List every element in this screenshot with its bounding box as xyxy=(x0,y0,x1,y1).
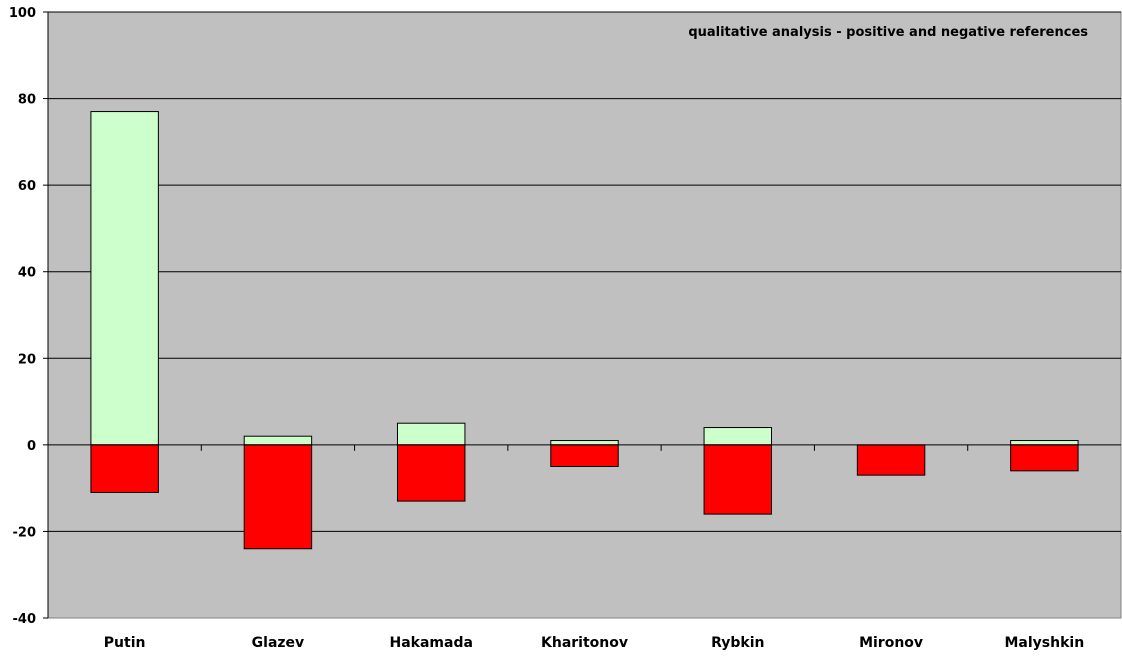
y-tick-label: 100 xyxy=(9,6,36,21)
y-tick-label: 40 xyxy=(18,266,36,281)
y-tick-label: 80 xyxy=(18,93,36,108)
y-tick-label: 60 xyxy=(18,179,36,194)
negative-bar xyxy=(703,444,773,515)
y-tick-label: 0 xyxy=(27,439,36,454)
negative-bar xyxy=(396,444,466,502)
negative-bar xyxy=(90,444,159,493)
positive-bar xyxy=(703,427,773,446)
x-tick-label: Malyshkin xyxy=(1005,635,1085,651)
x-tick-label: Mironov xyxy=(859,635,923,651)
chart-title: qualitative analysis - positive and nega… xyxy=(688,25,1088,40)
x-tick-label: Kharitonov xyxy=(541,635,628,651)
negative-bar xyxy=(1010,444,1079,472)
x-tick-label: Putin xyxy=(104,635,146,651)
axes: -40 -20 0 20 40 60 80 100 Putin Glazev Hakamada Kha… xyxy=(9,6,1121,651)
positive-bar xyxy=(396,422,466,446)
bars xyxy=(90,111,1079,550)
x-tick-label: Glazev xyxy=(252,635,305,651)
negative-bar xyxy=(550,444,619,468)
negative-bar xyxy=(856,444,926,476)
positive-bar xyxy=(550,440,619,446)
positive-bar xyxy=(243,435,313,446)
positive-bar xyxy=(90,111,159,446)
y-tick-label: 20 xyxy=(18,352,36,367)
x-tick-label: Hakamada xyxy=(389,635,472,651)
x-tick-label: Rybkin xyxy=(711,635,764,651)
y-tick-label: -40 xyxy=(13,612,37,627)
negative-bar xyxy=(243,444,313,550)
gridlines xyxy=(48,11,1121,532)
y-tick-label: -20 xyxy=(13,525,37,540)
positive-bar xyxy=(1010,440,1079,446)
plot-area xyxy=(47,11,1122,619)
